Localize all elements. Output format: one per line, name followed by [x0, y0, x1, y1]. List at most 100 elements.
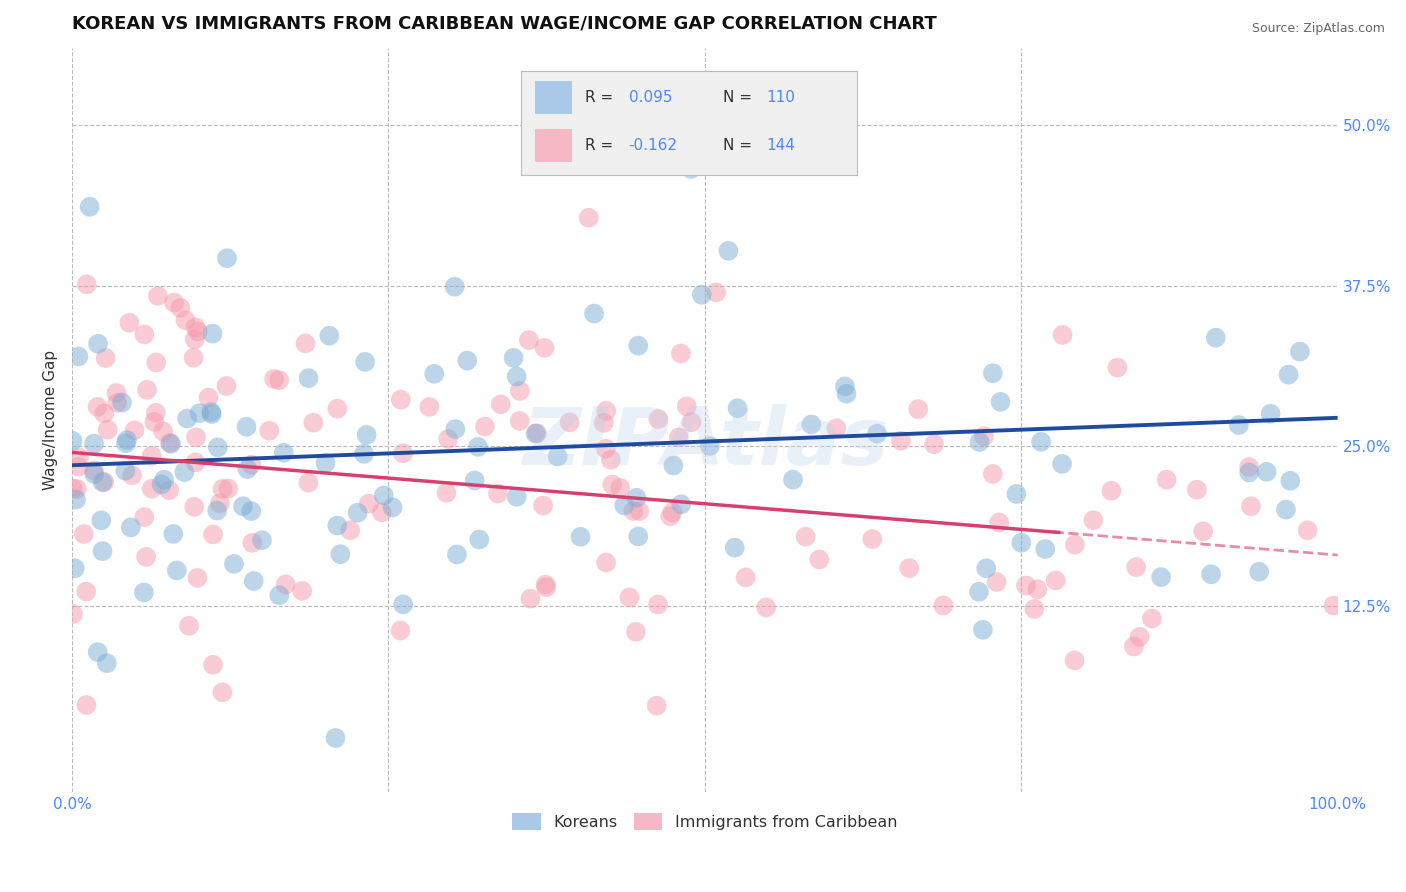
Point [86, 645, 108, 659]
Point [389, 624, 412, 638]
Point [1260, 407, 1282, 421]
Point [197, 391, 219, 405]
Point [346, 506, 368, 520]
Point [357, 497, 380, 511]
Point [502, 351, 524, 365]
Point [986, 574, 1008, 589]
Point [981, 366, 1004, 380]
Point [467, 440, 489, 454]
Point [1033, 541, 1056, 556]
Point [981, 467, 1004, 481]
Point [354, 355, 377, 369]
Point [136, 383, 159, 397]
Point [627, 529, 650, 543]
Point [91, 475, 114, 490]
Point [1063, 653, 1085, 667]
Point [1279, 474, 1302, 488]
Point [371, 505, 394, 519]
Point [236, 462, 259, 476]
Point [235, 419, 257, 434]
Point [509, 414, 531, 428]
Point [325, 731, 347, 745]
Point [118, 316, 141, 330]
Point [200, 405, 222, 419]
Point [132, 585, 155, 599]
Point [1156, 473, 1178, 487]
Point [1227, 417, 1250, 432]
Point [647, 412, 669, 426]
Point [157, 483, 180, 497]
Point [592, 416, 614, 430]
Point [326, 518, 349, 533]
Point [62, 482, 84, 496]
Point [67, 450, 90, 465]
Point [202, 657, 225, 672]
Point [177, 619, 200, 633]
Point [755, 600, 778, 615]
Point [1005, 487, 1028, 501]
Point [1107, 360, 1129, 375]
Point [1050, 457, 1073, 471]
Point [974, 561, 997, 575]
Point [734, 570, 756, 584]
Point [135, 549, 157, 564]
Point [599, 452, 621, 467]
Point [675, 400, 697, 414]
Point [105, 386, 128, 401]
Point [1249, 565, 1271, 579]
Point [96, 656, 118, 670]
Point [866, 426, 889, 441]
Point [808, 552, 831, 566]
Point [973, 429, 995, 443]
Point [121, 468, 143, 483]
Point [464, 474, 486, 488]
Point [990, 394, 1012, 409]
Point [1029, 434, 1052, 449]
Point [259, 424, 281, 438]
Point [969, 435, 991, 450]
Point [269, 588, 291, 602]
Point [690, 287, 713, 301]
Point [76, 277, 98, 292]
Point [184, 430, 207, 444]
Point [468, 533, 491, 547]
Point [90, 513, 112, 527]
Point [533, 341, 555, 355]
Point [898, 561, 921, 575]
Point [150, 477, 173, 491]
Point [534, 577, 557, 591]
Point [1010, 535, 1032, 549]
Point [1125, 560, 1147, 574]
Point [1205, 331, 1227, 345]
Point [794, 530, 817, 544]
Point [356, 428, 378, 442]
Point [1237, 466, 1260, 480]
Point [517, 333, 540, 347]
Point [163, 295, 186, 310]
Point [1122, 640, 1144, 654]
Point [79, 200, 101, 214]
Point [215, 251, 238, 265]
Point [1240, 500, 1263, 514]
Point [186, 571, 208, 585]
Point [240, 536, 263, 550]
Point [62, 434, 84, 448]
Point [297, 475, 319, 490]
Point [628, 504, 651, 518]
Point [67, 459, 90, 474]
Point [626, 491, 648, 505]
Point [578, 211, 600, 225]
Point [176, 411, 198, 425]
Point [93, 475, 115, 489]
Point [91, 544, 114, 558]
Point [1150, 570, 1173, 584]
Point [240, 504, 263, 518]
Point [1296, 523, 1319, 537]
Point [1275, 502, 1298, 516]
Point [169, 301, 191, 315]
Point [627, 338, 650, 352]
Point [291, 583, 314, 598]
Text: Source: ZipAtlas.com: Source: ZipAtlas.com [1251, 22, 1385, 36]
Point [1052, 327, 1074, 342]
Point [273, 446, 295, 460]
